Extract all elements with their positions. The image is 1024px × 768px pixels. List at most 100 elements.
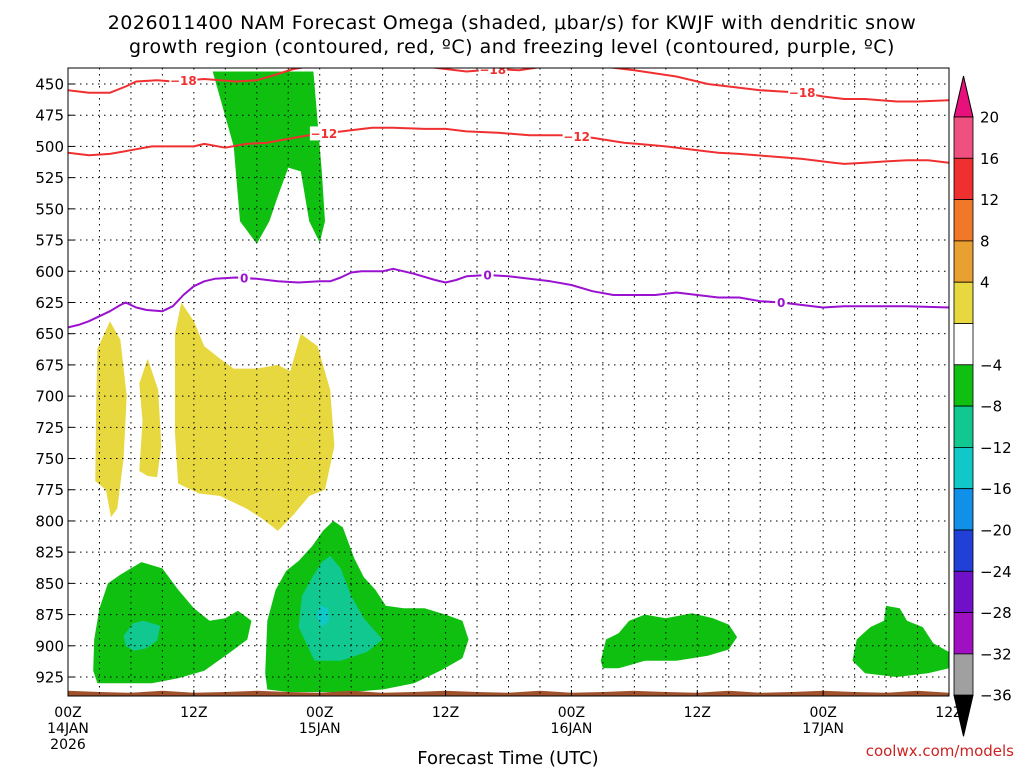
omega-region-6 bbox=[265, 520, 469, 692]
colorbar-label: −24 bbox=[980, 563, 1012, 581]
omega-shading-layer bbox=[93, 71, 949, 692]
contour-label-bg bbox=[478, 68, 507, 77]
y-tick-label: 600 bbox=[35, 263, 64, 281]
y-tick-label: 725 bbox=[35, 419, 64, 437]
x-tick-label: 15JAN bbox=[299, 721, 341, 737]
omega-region-4 bbox=[93, 562, 252, 684]
colorbar-swatch bbox=[953, 281, 974, 324]
colorbar-label: −4 bbox=[980, 356, 1002, 374]
x-tick-label: 12Z bbox=[935, 705, 962, 721]
omega-region-3 bbox=[175, 302, 335, 531]
colorbar-swatch bbox=[953, 323, 974, 366]
contour-label-2-0: 0 bbox=[240, 272, 248, 286]
y-tick-label: 925 bbox=[35, 669, 64, 687]
colorbar-label: 8 bbox=[980, 232, 990, 250]
colorbar-label: −32 bbox=[980, 645, 1012, 663]
y-tick-label: 775 bbox=[35, 481, 64, 499]
colorbar-label: −20 bbox=[980, 522, 1012, 540]
colorbar-swatch bbox=[953, 240, 974, 283]
x-tick-label: 00Z bbox=[558, 705, 585, 721]
y-tick-label: 750 bbox=[35, 450, 64, 468]
chart-title-line2: growth region (contoured, red, ºC) and f… bbox=[129, 36, 895, 58]
omega-region-10 bbox=[852, 605, 949, 677]
colorbar-swatch bbox=[953, 446, 974, 490]
contour-line-2 bbox=[68, 267, 949, 329]
contour-label-1-1: −12 bbox=[563, 130, 590, 144]
y-tick-label: 825 bbox=[35, 544, 64, 562]
y-tick-label: 575 bbox=[35, 232, 64, 250]
colorbar-swatch bbox=[953, 116, 974, 159]
colorbar-swatch bbox=[953, 653, 974, 696]
x-tick-label: 14JAN bbox=[47, 721, 89, 737]
omega-region-7 bbox=[298, 555, 383, 661]
chart-title-line1: 2026011400 NAM Forecast Omega (shaded, μ… bbox=[108, 12, 917, 34]
colorbar-swatch bbox=[953, 570, 974, 613]
y-tick-label: 900 bbox=[35, 637, 64, 655]
x-tick-label: 00Z bbox=[809, 705, 836, 721]
colorbar: 20 16 12 8 4 −4 −8 −12 −16 −20 −24 −28 −32 −36 bbox=[953, 75, 1012, 737]
colorbar-label: −36 bbox=[980, 687, 1012, 705]
x-tick-label: 2026 bbox=[50, 737, 86, 753]
contour-label-bg bbox=[788, 85, 817, 100]
colorbar-label: 12 bbox=[980, 191, 999, 209]
x-tick-label: 00Z bbox=[306, 705, 333, 721]
colorbar-label: −16 bbox=[980, 480, 1012, 498]
colorbar-swatch bbox=[953, 405, 974, 448]
credit-text: coolwx.com/models bbox=[866, 742, 1014, 760]
contour-label-2-2: 0 bbox=[777, 296, 785, 310]
x-tick-label: 00Z bbox=[54, 705, 81, 721]
x-tick-label: 17JAN bbox=[802, 721, 844, 737]
colorbar-label: 20 bbox=[980, 109, 999, 127]
y-tick-label: 700 bbox=[35, 388, 64, 406]
y-tick-label: 500 bbox=[35, 138, 64, 156]
contour-label-bg bbox=[309, 126, 338, 141]
contour-label-bg bbox=[481, 268, 494, 283]
contour-label-bg bbox=[775, 295, 788, 310]
contour-line-1 bbox=[68, 126, 949, 165]
colorbar-label: −28 bbox=[980, 604, 1012, 622]
x-axis-label: Forecast Time (UTC) bbox=[417, 748, 598, 768]
contour-label-2-1: 0 bbox=[483, 269, 491, 283]
omega-region-8 bbox=[316, 605, 330, 628]
omega-region-5 bbox=[123, 620, 161, 651]
colorbar-top-arrow bbox=[953, 75, 974, 118]
x-tick-label: 12Z bbox=[684, 705, 711, 721]
contour-label-0-1: −18 bbox=[479, 63, 506, 77]
x-tick-label: 12Z bbox=[180, 705, 207, 721]
colorbar-swatch bbox=[953, 488, 974, 531]
y-tick-label: 475 bbox=[35, 107, 64, 125]
y-tick-label: 625 bbox=[35, 294, 64, 312]
x-tick-label: 12Z bbox=[432, 705, 459, 721]
contour-label-bg bbox=[169, 73, 198, 88]
omega-region-0 bbox=[212, 71, 325, 244]
contour-label-bg bbox=[562, 129, 591, 144]
colorbar-label: −12 bbox=[980, 439, 1012, 457]
x-tick-label: 16JAN bbox=[551, 721, 593, 737]
grid-layer bbox=[68, 68, 949, 696]
contour-label-1-0: −12 bbox=[311, 127, 338, 141]
y-axis-ticks: 450 475 500 525 550 575 600 625 650 675 700 725 750 7… bbox=[35, 76, 74, 687]
omega-region-1 bbox=[95, 321, 127, 518]
y-tick-label: 550 bbox=[35, 200, 64, 218]
y-tick-label: 650 bbox=[35, 325, 64, 343]
y-tick-label: 675 bbox=[35, 356, 64, 374]
colorbar-label: 4 bbox=[980, 274, 990, 292]
omega-region-9 bbox=[600, 613, 738, 669]
y-tick-label: 875 bbox=[35, 606, 64, 624]
colorbar-swatch bbox=[953, 529, 974, 572]
y-tick-label: 850 bbox=[35, 575, 64, 593]
contour-label-0-2: −18 bbox=[789, 86, 816, 100]
omega-region-2 bbox=[139, 358, 162, 478]
y-tick-label: 525 bbox=[35, 169, 64, 187]
colorbar-swatch bbox=[953, 612, 974, 655]
colorbar-swatch bbox=[953, 364, 974, 407]
colorbar-bottom-arrow bbox=[953, 694, 974, 737]
contour-label-bg bbox=[238, 271, 251, 286]
y-tick-label: 800 bbox=[35, 512, 64, 530]
colorbar-label: 16 bbox=[980, 150, 999, 168]
colorbar-label: −8 bbox=[980, 398, 1002, 416]
contour-label-0-0: −18 bbox=[170, 74, 197, 88]
plot-frame bbox=[67, 67, 950, 697]
